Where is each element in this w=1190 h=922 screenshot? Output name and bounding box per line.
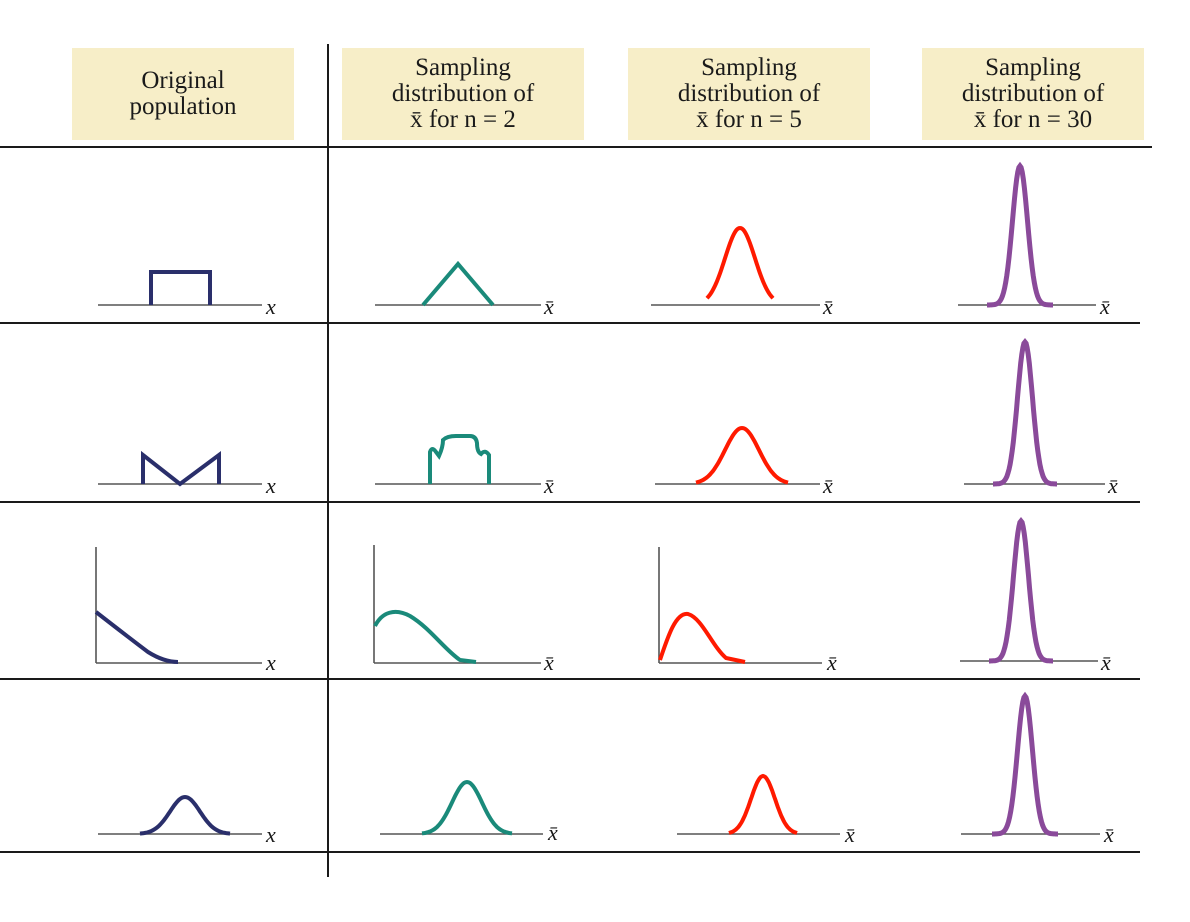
bimodal-v-curve [141,450,221,487]
header-n5: Sampling distribution of x̄ for n = 5 [628,48,870,140]
narrow-bell-curve [993,337,1057,487]
header-line: Sampling [985,54,1081,81]
row-divider [0,678,1140,680]
row-2: x x̄ x̄ x̄ [98,337,1118,498]
header-line: x̄ for n = 2 [410,106,516,133]
header-rule [0,146,1152,148]
row-divider [0,501,1140,503]
axis-label-x: x [265,650,276,675]
narrow-bell-curve [989,516,1053,664]
row-1: x x̄ x̄ x̄ [98,161,1110,319]
row-3: x x̄ x̄ x̄ [94,516,1111,675]
narrow-bell-curve [992,691,1058,837]
bell-curve [421,779,513,836]
right-skewed-curve [373,609,477,664]
header-n2: Sampling distribution of x̄ for n = 2 [342,48,584,140]
row-4: x x̄ x̄ x̄ [98,691,1114,847]
header-line: population [129,93,237,120]
bell-curve [728,773,798,835]
bell-curve [705,225,775,300]
axis-label-xbar: x̄ [1103,822,1114,847]
axis-label-xbar: x̄ [547,820,558,845]
axis-label-xbar: x̄ [1100,650,1111,675]
bell-curve [139,794,231,836]
axis-label-x: x [265,294,276,319]
header-line: distribution of [961,80,1105,107]
axis-label-xbar: x̄ [543,473,554,498]
axis-label-xbar: x̄ [822,294,833,319]
header-line: distribution of [677,80,821,107]
exponential-decay-curve [94,610,179,664]
header-line: Sampling [701,54,797,81]
plateau-bumpy-curve [428,434,491,484]
axis-label-xbar: x̄ [1107,473,1118,498]
triangular-curve [421,260,495,307]
axis-label-xbar: x̄ [822,473,833,498]
bell-curve [695,425,789,485]
axis-label-xbar: x̄ [543,294,554,319]
uniform-curve [149,270,212,305]
header-line: Sampling [415,54,511,81]
axis-label-x: x [265,822,276,847]
right-skewed-curve [658,612,746,664]
header-line: x̄ for n = 30 [973,106,1093,133]
row-divider [0,851,1140,853]
column-divider [327,44,329,877]
axis-label-xbar: x̄ [844,822,855,847]
header-original-population: Original population [72,48,294,140]
row-divider [0,322,1140,324]
header-line: Original [141,67,225,94]
narrow-bell-curve [987,161,1053,308]
header-n30: Sampling distribution of x̄ for n = 30 [922,48,1144,140]
header-line: x̄ for n = 5 [696,106,802,133]
axis-label-xbar: x̄ [826,650,837,675]
axis-label-x: x [265,473,276,498]
axis-label-xbar: x̄ [543,650,554,675]
axis-label-xbar: x̄ [1099,294,1110,319]
header-line: distribution of [391,80,535,107]
